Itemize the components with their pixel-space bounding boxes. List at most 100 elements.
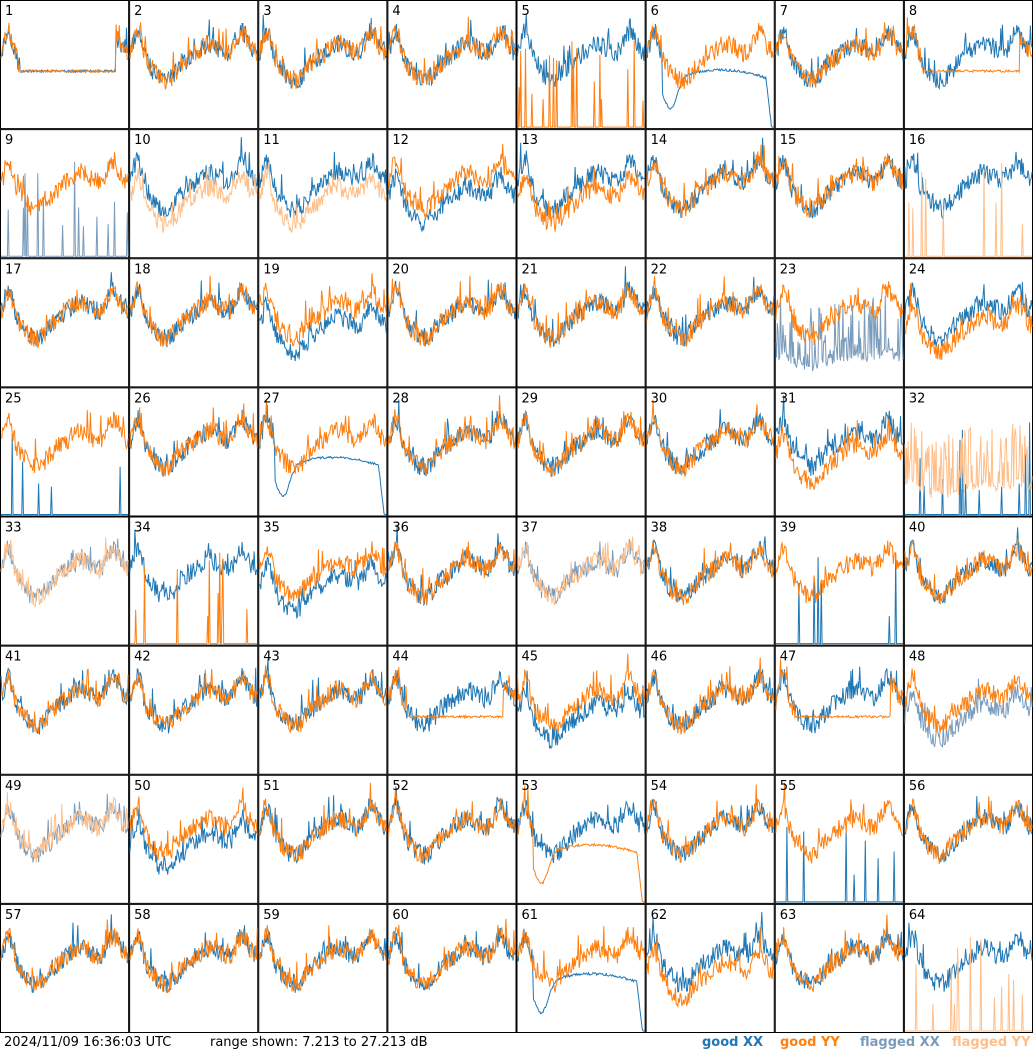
panel-label: 16 [909, 133, 926, 148]
panel-39-xx-line [775, 553, 903, 645]
panel-45: 45 [516, 645, 646, 775]
panel-46: 46 [645, 645, 775, 775]
panel-label: 12 [392, 133, 409, 148]
panel-label: 60 [392, 908, 409, 923]
panel-53-yy-line [517, 785, 645, 903]
panel-label: 28 [392, 391, 409, 406]
panel-label: 32 [909, 391, 926, 406]
panel-frame [0, 387, 130, 517]
panel-52: 52 [387, 774, 517, 904]
panel-frame [129, 0, 259, 130]
panel-48-yy-line [904, 668, 1033, 734]
panel-15: 15 [774, 129, 904, 259]
panel-frame [645, 516, 775, 646]
panel-16-yy-line [904, 162, 1032, 257]
panel-frame [129, 645, 259, 775]
panel-28-yy-line [387, 395, 516, 475]
panel-label: 40 [909, 521, 926, 536]
panel-51-yy-line [258, 782, 387, 862]
panel-label: 34 [134, 521, 151, 536]
panel-frame [387, 774, 517, 904]
panel-label: 7 [780, 4, 788, 19]
panel-label: 14 [651, 133, 668, 148]
panel-44-yy-line [387, 667, 516, 720]
panel-11: 11 [258, 129, 388, 259]
panel-59: 59 [258, 903, 388, 1033]
panel-frame [129, 387, 259, 517]
panel-50-xx-line [129, 808, 258, 875]
panel-frame [387, 258, 517, 388]
panel-frame [258, 774, 388, 904]
panel-30: 30 [645, 387, 775, 517]
panel-frame [0, 645, 130, 775]
panel-23-yy-line [775, 281, 904, 346]
panel-frame [0, 0, 130, 130]
panel-52-yy-line [387, 786, 516, 863]
panel-label: 45 [522, 650, 539, 665]
panel-label: 49 [5, 779, 22, 794]
panel-label: 48 [909, 650, 926, 665]
panel-label: 18 [134, 262, 151, 277]
legend-good-xx: good XX [702, 1035, 764, 1050]
panel-19: 19 [258, 258, 388, 388]
panel-16: 16 [903, 129, 1033, 259]
panel-label: 31 [780, 391, 797, 406]
timestamp-label: 2024/11/09 16:36:03 UTC [4, 1035, 172, 1050]
panel-9-xx-line [1, 161, 129, 257]
panel-13-yy-line [517, 167, 646, 232]
panel-29-yy-line [517, 410, 646, 477]
panel-1-yy-line [0, 22, 129, 74]
panel-4-yy-line [387, 16, 516, 85]
panel-10: 10 [129, 129, 259, 259]
panel-32-xx-line [904, 422, 1032, 515]
panel-frame [774, 0, 904, 130]
panel-3-yy-line [258, 23, 387, 89]
panel-49-yy-line [0, 792, 129, 863]
panel-label: 43 [263, 650, 280, 665]
panel-frame [516, 645, 646, 775]
panel-frame [774, 129, 904, 259]
panel-34-yy-line [130, 552, 258, 645]
panel-frame [0, 774, 130, 904]
panel-51: 51 [258, 774, 388, 904]
panel-19-xx-line [258, 296, 387, 362]
panel-35-yy-line [258, 541, 387, 603]
panel-18: 18 [129, 258, 259, 388]
range-label: range shown: 7.213 to 27.213 dB [210, 1035, 428, 1050]
panel-27: 27 [258, 387, 388, 517]
panel-23-xx-line [775, 295, 904, 372]
panel-42: 42 [129, 645, 259, 775]
panel-25-yy-line [0, 410, 129, 474]
legend-flagged-xx: flagged XX [860, 1035, 940, 1050]
panel-32-yy-line [904, 422, 1033, 498]
panel-label: 20 [392, 262, 409, 277]
panel-frame [387, 129, 517, 259]
panel-41-yy-line [0, 668, 129, 734]
panel-32: 32 [903, 387, 1033, 517]
panel-frame [516, 903, 646, 1033]
panel-frame [645, 645, 775, 775]
panel-18-xx-line [129, 280, 258, 348]
panel-22-yy-line [646, 276, 775, 347]
panel-58-yy-line [129, 928, 258, 994]
panel-3: 3 [258, 0, 388, 130]
panel-35-xx-line [259, 553, 387, 620]
panel-label: 26 [134, 391, 151, 406]
panel-56-xx-line [904, 796, 1033, 863]
panel-17-xx-line [0, 272, 129, 347]
panel-12-xx-line [387, 166, 516, 232]
panel-64-yy-line [904, 936, 1032, 1032]
panel-58: 58 [129, 903, 259, 1033]
panel-frame [387, 516, 517, 646]
panel-frame [258, 645, 388, 775]
panel-46-yy-line [646, 657, 775, 735]
panel-frame [0, 129, 130, 259]
panel-frame [774, 258, 904, 388]
legend-flagged-yy: flagged YY [952, 1035, 1031, 1050]
panel-label: 10 [134, 133, 151, 148]
panel-4: 4 [387, 0, 517, 130]
panel-16-xx-line [904, 151, 1033, 219]
panel-38-yy-line [646, 540, 775, 606]
panel-frame [258, 516, 388, 646]
